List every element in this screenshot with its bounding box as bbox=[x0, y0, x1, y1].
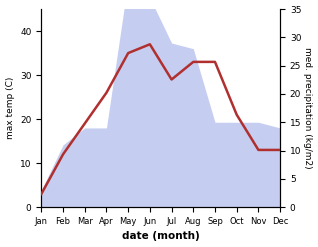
Y-axis label: med. precipitation (kg/m2): med. precipitation (kg/m2) bbox=[303, 47, 313, 169]
X-axis label: date (month): date (month) bbox=[122, 231, 200, 242]
Y-axis label: max temp (C): max temp (C) bbox=[5, 77, 15, 139]
